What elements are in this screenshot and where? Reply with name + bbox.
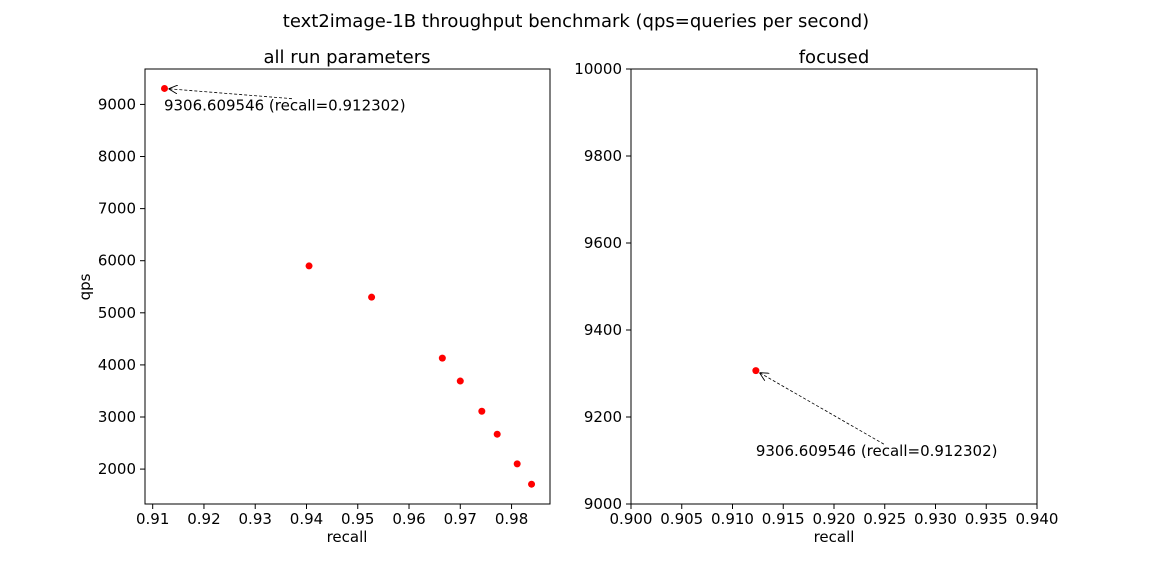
- chart-title: all run parameters: [263, 47, 430, 68]
- y-tick-label: 4000: [98, 356, 136, 374]
- x-tick-label: 0.930: [914, 510, 957, 528]
- y-tick-label: 9000: [584, 495, 622, 513]
- x-tick-label: 0.905: [660, 510, 703, 528]
- plot-area: 0.91 0.92 0.93 0.94 0.95 0.96 0.97 0.98 2000 3000…: [98, 68, 551, 528]
- x-tick-label: 0.97: [444, 510, 477, 528]
- data-point: [478, 407, 486, 415]
- y-tick-label: 9800: [584, 147, 622, 165]
- data-point: [305, 262, 313, 270]
- chart-all-run-parameters: all run parameters recall qps 0.91 0.92 0.…: [76, 47, 551, 546]
- data-point: [493, 430, 501, 438]
- y-tick-label: 2000: [98, 460, 136, 478]
- x-tick-label: 0.915: [762, 510, 805, 528]
- plot-area: 0.900 0.905 0.910 0.915 0.920 0.925 0.930 0.935…: [574, 60, 1058, 528]
- y-tick-label: 9200: [584, 408, 622, 426]
- x-tick-label: 0.94: [290, 510, 323, 528]
- data-point: [368, 293, 376, 301]
- x-tick-label: 0.910: [711, 510, 754, 528]
- x-axis-label: recall: [327, 528, 368, 546]
- y-tick-label: 9000: [98, 95, 136, 113]
- x-tick-label: 0.92: [187, 510, 220, 528]
- x-tick-label: 0.935: [965, 510, 1008, 528]
- x-tick-label: 0.96: [392, 510, 425, 528]
- axes-frame: [144, 68, 551, 505]
- x-tick-label: 0.93: [239, 510, 272, 528]
- x-tick-label: 0.920: [813, 510, 856, 528]
- y-tick-label: 6000: [98, 252, 136, 270]
- y-tick-label: 8000: [98, 148, 136, 166]
- chart-title: focused: [799, 47, 870, 68]
- data-point: [752, 367, 760, 375]
- annotation-arrow: [169, 89, 293, 100]
- data-point: [528, 480, 536, 488]
- data-point: [438, 354, 446, 362]
- y-tick-label: 9400: [584, 321, 622, 339]
- annotation-label: 9306.609546 (recall=0.912302): [756, 442, 998, 460]
- y-tick-label: 3000: [98, 408, 136, 426]
- figure-suptitle: text2image-1B throughput benchmark (qps=…: [283, 11, 869, 32]
- x-tick-label: 0.900: [610, 510, 653, 528]
- y-tick-label: 10000: [574, 60, 622, 78]
- data-point: [513, 460, 521, 468]
- annotation-label: 9306.609546 (recall=0.912302): [164, 97, 406, 115]
- x-tick-label: 0.91: [136, 510, 169, 528]
- data-point: [456, 377, 464, 385]
- axes-frame: [630, 68, 1038, 505]
- x-tick-label: 0.925: [863, 510, 906, 528]
- y-tick-label: 7000: [98, 200, 136, 218]
- x-tick-label: 0.940: [1016, 510, 1059, 528]
- x-axis-label: recall: [814, 528, 855, 546]
- y-tick-label: 9600: [584, 234, 622, 252]
- x-tick-label: 0.98: [495, 510, 528, 528]
- y-tick-label: 5000: [98, 304, 136, 322]
- data-point: [160, 84, 168, 92]
- annotation-arrow: [760, 373, 885, 445]
- chart-focused: focused recall 0.900 0.905 0.910 0.915 0.920…: [574, 47, 1058, 546]
- y-axis-label: qps: [76, 273, 94, 300]
- x-tick-label: 0.95: [341, 510, 374, 528]
